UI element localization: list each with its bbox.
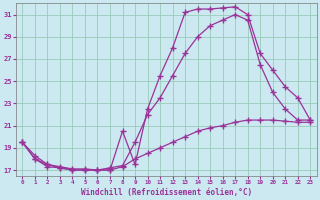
X-axis label: Windchill (Refroidissement éolien,°C): Windchill (Refroidissement éolien,°C): [81, 188, 252, 197]
